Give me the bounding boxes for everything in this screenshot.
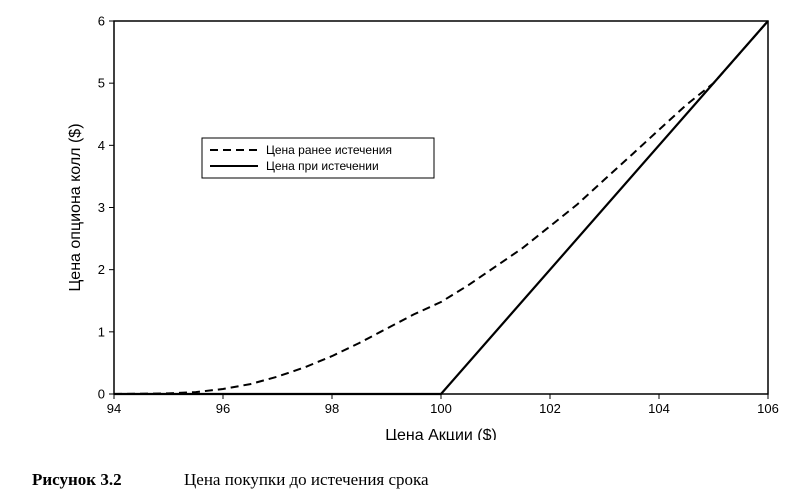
y-tick-label: 4 [98, 138, 105, 153]
series-line-at-expiry [114, 20, 769, 396]
figure-caption: Рисунок 3.2 Цена покупки до истечения сро… [32, 470, 429, 490]
legend-box [201, 137, 435, 179]
series-layer [113, 20, 769, 396]
y-tick-label: 1 [98, 324, 105, 339]
y-tick-label: 6 [98, 14, 105, 29]
y-tick-label: 5 [98, 76, 105, 91]
x-tick-label: 104 [648, 401, 670, 416]
x-tick-label: 102 [539, 401, 561, 416]
y-tick-label: 3 [98, 200, 105, 215]
figure-caption-text: Цена покупки до истечения срока [184, 470, 429, 489]
x-tick-label: 98 [325, 401, 339, 416]
legend-label: Цена ранее истечения [266, 143, 392, 157]
legend-label: Цена при истечении [266, 159, 379, 173]
x-tick-label: 106 [757, 401, 779, 416]
y-tick-label: 0 [98, 387, 105, 402]
plot-area-frame [113, 20, 769, 395]
x-tick-label: 96 [216, 401, 230, 416]
y-axis-title: Цена опциона колл ($) [67, 123, 84, 291]
x-tick-label: 94 [107, 401, 121, 416]
figure-number: Рисунок 3.2 [32, 470, 122, 489]
x-tick-label: 100 [430, 401, 452, 416]
ticks-layer: 94 96 98 100 102 104 106 0 1 2 3 4 5 6 [98, 14, 779, 417]
call-option-chart: 94 96 98 100 102 104 106 0 1 2 3 4 5 6 Цена ранее ист… [67, 14, 779, 441]
legend: Цена ранее истечения Цена при истечении [201, 137, 435, 179]
series-line-before-expiry [113, 20, 769, 395]
x-axis-title: Цена Акции ($) [385, 427, 497, 440]
y-tick-label: 2 [98, 262, 105, 277]
